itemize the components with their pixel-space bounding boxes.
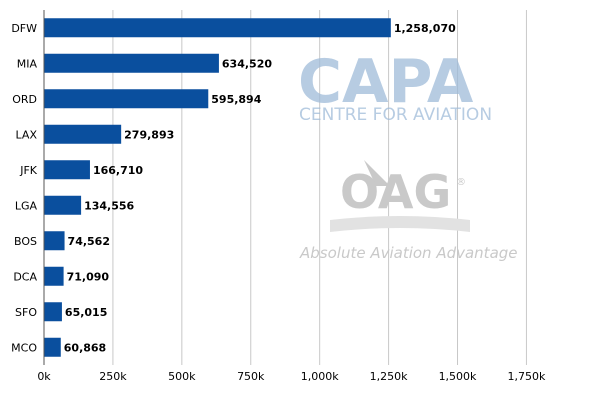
bar xyxy=(44,89,209,109)
category-label: LAX xyxy=(16,128,38,141)
x-tick-label: 500k xyxy=(168,370,196,383)
x-tick-label: 750k xyxy=(237,370,265,383)
bar-value-label: 71,090 xyxy=(67,270,110,283)
category-label: LGA xyxy=(15,199,38,212)
bar xyxy=(44,231,65,251)
oag-wave-icon xyxy=(330,216,470,232)
bar xyxy=(44,302,62,322)
x-tick-labels: 0k 250k 500k 750k 1,000k 1,250k 1,500k 1,750k xyxy=(37,370,546,383)
x-tick-label: 250k xyxy=(99,370,127,383)
bar-value-label: 634,520 xyxy=(222,57,272,70)
bar-value-label: 134,556 xyxy=(84,199,134,212)
bar-value-label: 1,258,070 xyxy=(394,22,456,35)
bar xyxy=(44,337,61,357)
bar xyxy=(44,53,219,73)
bar xyxy=(44,18,391,38)
bar-value-label: 595,894 xyxy=(211,93,261,106)
bar-value-label: 60,868 xyxy=(64,341,106,354)
category-label: DFW xyxy=(11,22,37,35)
x-tick-label: 1,250k xyxy=(370,370,408,383)
bar xyxy=(44,266,64,286)
capa-logo: CAPA xyxy=(298,47,474,117)
x-tick-label: 0k xyxy=(37,370,51,383)
watermark: CAPA CENTRE FOR AVIATION OAG ® Absolute … xyxy=(298,47,518,262)
value-labels: 1,258,070 634,520 595,894 279,893 166,710 134… xyxy=(64,22,456,355)
x-tick-label: 1,500k xyxy=(439,370,477,383)
oag-logo: OAG xyxy=(340,165,451,219)
bar xyxy=(44,195,82,215)
x-tick-label: 1,000k xyxy=(301,370,339,383)
category-label: MCO xyxy=(11,341,37,354)
bar-value-label: 65,015 xyxy=(65,306,107,319)
category-label: MIA xyxy=(17,57,38,70)
bar-value-label: 74,562 xyxy=(68,235,110,248)
bar-value-label: 166,710 xyxy=(93,164,143,177)
category-label: JFK xyxy=(19,164,38,177)
capa-tagline: CENTRE FOR AVIATION xyxy=(299,105,492,125)
bar xyxy=(44,160,90,180)
category-label: ORD xyxy=(12,93,37,106)
oag-swoosh-icon xyxy=(364,160,390,186)
bar-value-label: 279,893 xyxy=(124,128,174,141)
oag-registered-mark: ® xyxy=(456,177,466,188)
oag-tagline: Absolute Aviation Advantage xyxy=(299,244,518,262)
category-label: SFO xyxy=(15,306,37,319)
category-labels: DFW MIA ORD LAX JFK LGA BOS DCA SFO MCO xyxy=(11,22,38,355)
category-label: BOS xyxy=(14,235,37,248)
bar xyxy=(44,124,122,144)
x-tick-label: 1,750k xyxy=(507,370,545,383)
bars xyxy=(44,18,391,357)
category-label: DCA xyxy=(13,270,37,283)
